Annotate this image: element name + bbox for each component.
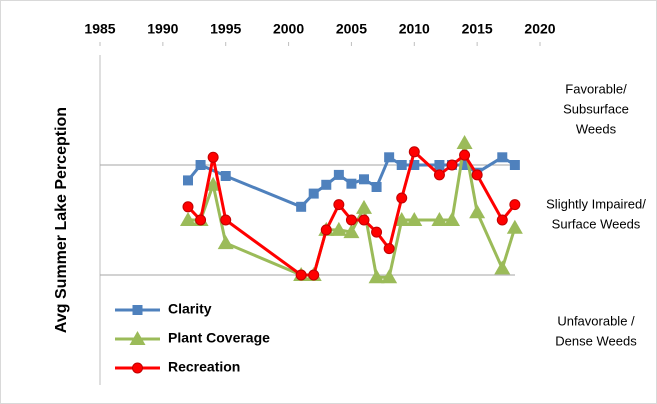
data-point — [393, 212, 410, 226]
data-point — [371, 182, 382, 192]
zone-label: Slightly Impaired/ — [546, 196, 646, 211]
data-point — [205, 176, 222, 191]
y-axis-label: Avg Summer Lake Perception — [53, 107, 70, 333]
data-point — [183, 175, 193, 186]
data-point — [346, 178, 357, 189]
data-point — [384, 152, 395, 163]
data-point — [444, 212, 460, 226]
data-point — [195, 160, 206, 170]
zone-label: Surface Weeds — [552, 216, 641, 231]
legend-marker — [132, 362, 143, 374]
data-point — [431, 212, 448, 226]
zone-label: Unfavorable / — [557, 313, 635, 328]
legend-label: Clarity — [168, 301, 212, 317]
data-point — [308, 188, 319, 199]
data-point — [396, 192, 408, 204]
data-point — [356, 199, 372, 214]
data-point — [182, 201, 194, 213]
data-point — [320, 224, 332, 236]
data-point — [220, 171, 231, 181]
data-point — [383, 243, 395, 255]
x-tick-label: 2010 — [399, 21, 430, 37]
data-point — [446, 159, 458, 171]
legend-marker — [132, 305, 143, 315]
data-point — [434, 160, 445, 170]
data-point — [408, 146, 420, 158]
x-tick-label: 2005 — [336, 21, 367, 37]
data-point — [321, 179, 332, 190]
data-point — [509, 160, 520, 170]
data-point — [295, 269, 307, 281]
data-point — [456, 135, 473, 149]
data-point — [497, 152, 508, 163]
data-point — [343, 224, 360, 239]
data-point — [471, 169, 483, 181]
x-tick-label: 2015 — [462, 21, 493, 37]
data-point — [180, 212, 196, 226]
x-tick-label: 2020 — [524, 21, 555, 37]
data-point — [496, 214, 508, 226]
x-tick-label: 2000 — [273, 21, 304, 37]
data-point — [217, 235, 234, 250]
data-point — [359, 174, 369, 185]
zone-label: Subsurface — [563, 101, 629, 116]
data-point — [330, 221, 347, 236]
data-point — [381, 269, 398, 284]
data-point — [506, 219, 523, 234]
data-point — [207, 151, 219, 163]
data-point — [220, 214, 232, 226]
data-point — [296, 201, 307, 212]
data-point — [509, 199, 521, 211]
x-tick-label: 1995 — [210, 21, 241, 37]
data-point — [333, 199, 345, 211]
data-point — [345, 214, 357, 226]
legend-marker — [129, 331, 146, 345]
data-point — [469, 204, 486, 219]
legend-label: Plant Coverage — [168, 330, 270, 346]
data-point — [459, 149, 471, 161]
data-point — [409, 160, 420, 170]
series-line — [186, 149, 517, 277]
x-tick-label: 1990 — [147, 21, 178, 37]
data-point — [358, 214, 370, 226]
data-point — [459, 160, 470, 170]
data-point — [195, 214, 207, 226]
data-point — [368, 269, 385, 284]
data-point — [308, 269, 320, 281]
data-point — [371, 226, 383, 238]
zone-label: Dense Weeds — [555, 333, 637, 348]
data-point — [433, 169, 445, 181]
zone-label: Weeds — [576, 121, 617, 136]
legend-label: Recreation — [168, 359, 240, 375]
zone-label: Favorable/ — [565, 81, 627, 96]
data-point — [396, 160, 407, 170]
data-point — [406, 212, 423, 226]
x-tick-label: 1985 — [84, 21, 115, 37]
data-point — [494, 260, 511, 275]
data-point — [333, 169, 344, 180]
